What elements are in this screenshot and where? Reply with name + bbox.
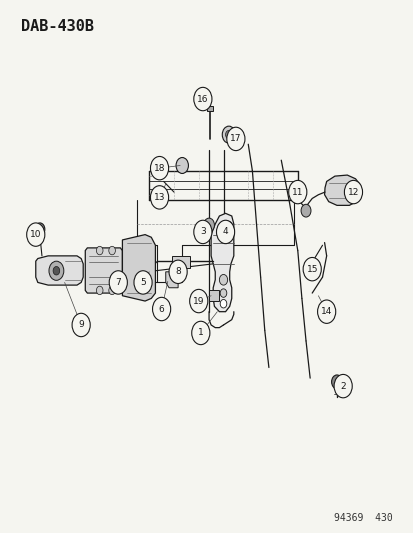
- Text: 19: 19: [192, 296, 204, 305]
- Text: 11: 11: [291, 188, 303, 197]
- Circle shape: [302, 257, 320, 281]
- Text: 1: 1: [197, 328, 203, 337]
- Circle shape: [150, 157, 168, 180]
- Polygon shape: [206, 106, 212, 111]
- Circle shape: [109, 286, 115, 295]
- Circle shape: [344, 180, 362, 204]
- Text: 7: 7: [115, 278, 121, 287]
- Circle shape: [109, 271, 127, 294]
- Circle shape: [220, 289, 226, 297]
- Text: 9: 9: [78, 320, 84, 329]
- Text: 13: 13: [153, 193, 165, 202]
- Circle shape: [226, 127, 244, 151]
- Circle shape: [300, 204, 310, 217]
- Circle shape: [53, 266, 59, 275]
- Polygon shape: [324, 175, 359, 205]
- Circle shape: [222, 126, 235, 143]
- Polygon shape: [171, 256, 190, 268]
- Circle shape: [288, 180, 306, 204]
- Circle shape: [203, 218, 214, 232]
- Text: 8: 8: [175, 268, 180, 276]
- Text: DAB-430B: DAB-430B: [21, 19, 94, 34]
- Polygon shape: [165, 272, 178, 288]
- Circle shape: [333, 374, 351, 398]
- Text: 14: 14: [320, 307, 332, 316]
- Circle shape: [224, 221, 232, 232]
- Circle shape: [193, 87, 211, 111]
- Text: 3: 3: [199, 228, 205, 237]
- Text: 4: 4: [222, 228, 228, 237]
- Circle shape: [191, 321, 209, 345]
- Circle shape: [225, 131, 232, 139]
- Circle shape: [49, 261, 64, 280]
- Circle shape: [189, 289, 207, 313]
- Circle shape: [216, 220, 234, 244]
- Circle shape: [96, 246, 103, 255]
- Circle shape: [109, 246, 115, 255]
- Polygon shape: [211, 213, 233, 312]
- Text: 18: 18: [153, 164, 165, 173]
- Circle shape: [220, 300, 226, 308]
- Text: 94369  430: 94369 430: [333, 513, 392, 523]
- Polygon shape: [85, 248, 122, 293]
- Circle shape: [219, 274, 227, 285]
- Circle shape: [150, 185, 168, 209]
- Circle shape: [152, 297, 170, 321]
- Text: 5: 5: [140, 278, 145, 287]
- Circle shape: [72, 313, 90, 337]
- Text: 2: 2: [339, 382, 345, 391]
- Circle shape: [26, 223, 45, 246]
- Circle shape: [35, 223, 45, 236]
- Circle shape: [96, 286, 103, 295]
- Circle shape: [331, 375, 342, 389]
- Circle shape: [169, 260, 187, 284]
- Text: 12: 12: [347, 188, 358, 197]
- Polygon shape: [209, 290, 219, 301]
- Circle shape: [193, 220, 211, 244]
- Circle shape: [176, 158, 188, 173]
- Text: 10: 10: [30, 230, 41, 239]
- Polygon shape: [122, 235, 155, 301]
- Circle shape: [305, 259, 315, 271]
- Text: 6: 6: [158, 304, 164, 313]
- Text: 15: 15: [306, 265, 317, 273]
- Circle shape: [317, 300, 335, 324]
- Circle shape: [134, 271, 152, 294]
- Polygon shape: [36, 256, 83, 285]
- Text: 17: 17: [230, 134, 241, 143]
- Text: 16: 16: [197, 94, 208, 103]
